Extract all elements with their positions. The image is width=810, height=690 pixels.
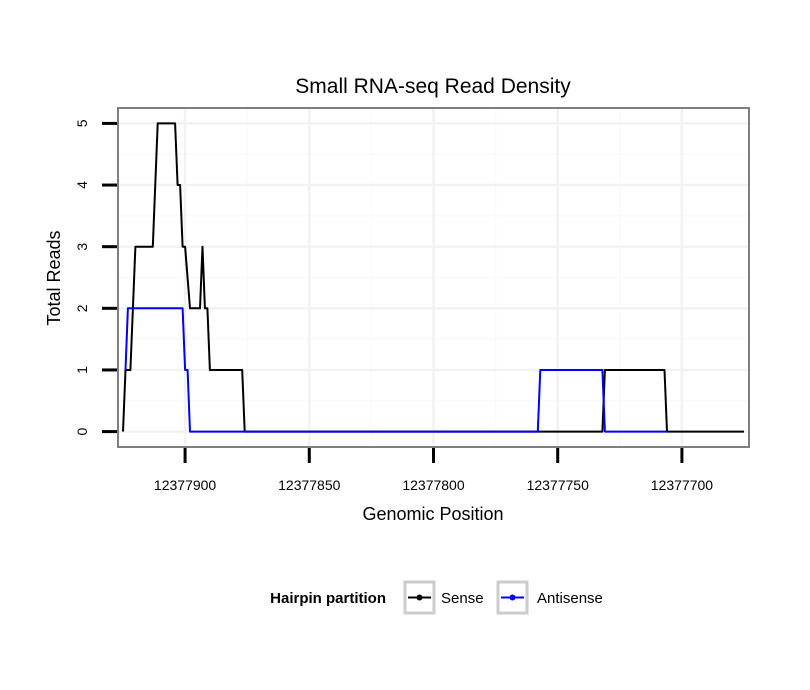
series-line-sense <box>122 122 744 433</box>
x-tick-label: 12377750 <box>527 477 590 493</box>
axes: 12377900 12377850 12377800 12377750 12377700… <box>74 119 713 493</box>
y-tick-label: 3 <box>74 243 90 251</box>
y-tick-label: 2 <box>74 304 90 312</box>
legend-label-sense: Sense <box>441 590 484 607</box>
series-layer <box>122 122 744 433</box>
x-axis-title: Genomic Position <box>362 504 503 524</box>
x-tick-label: 12377850 <box>278 477 341 493</box>
legend-title: Hairpin partition <box>270 590 386 607</box>
y-tick-label: 1 <box>74 366 90 374</box>
legend: Hairpin partition Sense Antisense <box>270 580 603 615</box>
y-axis-title: Total Reads <box>44 230 64 325</box>
legend-point-antisense <box>509 594 516 601</box>
series-line-antisense <box>124 307 667 433</box>
y-tick-label: 5 <box>74 119 90 127</box>
x-tick-label: 12377800 <box>402 477 465 493</box>
y-tick-label: 4 <box>74 181 90 189</box>
plot-panel-border <box>117 107 750 448</box>
grid <box>118 108 749 447</box>
y-tick-label: 0 <box>74 427 90 435</box>
x-tick-label: 12377900 <box>154 477 217 493</box>
legend-entry-antisense: Antisense <box>496 580 603 615</box>
legend-entry-sense: Sense <box>403 580 484 615</box>
legend-label-antisense: Antisense <box>537 590 603 607</box>
legend-point-sense <box>416 594 423 601</box>
chart-title: Small RNA-seq Read Density <box>295 75 571 98</box>
x-tick-label: 12377700 <box>651 477 714 493</box>
